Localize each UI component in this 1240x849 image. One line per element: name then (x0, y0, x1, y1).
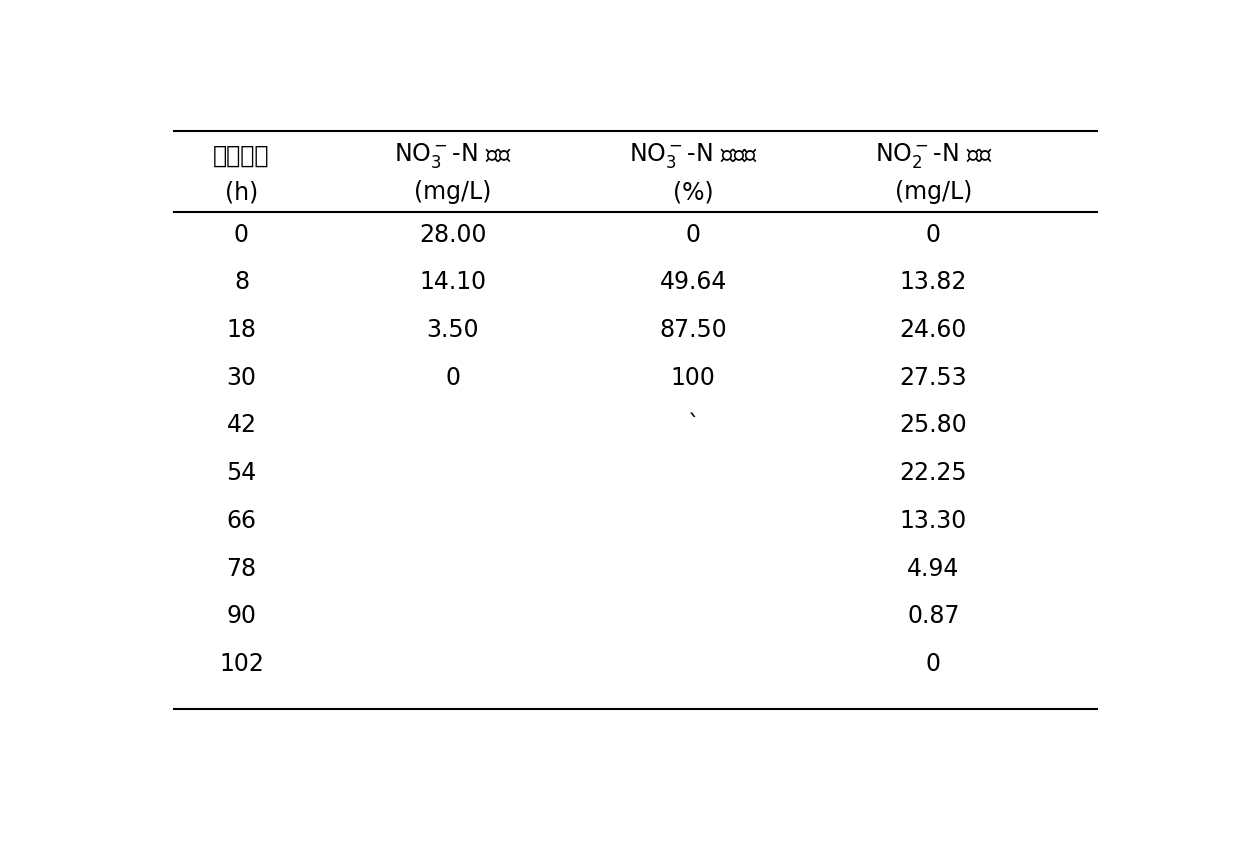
Text: NO$_3^-$-N 去除率: NO$_3^-$-N 去除率 (629, 141, 758, 170)
Text: 102: 102 (219, 652, 264, 676)
Text: 培养时间: 培养时间 (213, 143, 270, 167)
Text: 13.30: 13.30 (900, 509, 967, 533)
Text: 100: 100 (671, 366, 715, 390)
Text: 14.10: 14.10 (419, 270, 486, 295)
Text: 42: 42 (227, 413, 257, 437)
Text: 4.94: 4.94 (908, 557, 960, 581)
Text: 54: 54 (227, 461, 257, 485)
Text: 3.50: 3.50 (427, 318, 479, 342)
Text: 30: 30 (227, 366, 257, 390)
Text: 49.64: 49.64 (660, 270, 727, 295)
Text: 24.60: 24.60 (900, 318, 967, 342)
Text: 0.87: 0.87 (908, 604, 960, 628)
Text: 22.25: 22.25 (899, 461, 967, 485)
Text: 13.82: 13.82 (900, 270, 967, 295)
Text: 87.50: 87.50 (660, 318, 727, 342)
Text: (mg/L): (mg/L) (414, 180, 491, 204)
Text: (%): (%) (673, 180, 713, 204)
Text: 0: 0 (686, 222, 701, 246)
Text: 27.53: 27.53 (899, 366, 967, 390)
Text: NO$_3^-$-N 浓度: NO$_3^-$-N 浓度 (394, 141, 512, 170)
Text: (mg/L): (mg/L) (895, 180, 972, 204)
Text: `: ` (687, 413, 699, 437)
Text: 25.80: 25.80 (899, 413, 967, 437)
Text: 8: 8 (234, 270, 249, 295)
Text: 0: 0 (234, 222, 249, 246)
Text: 28.00: 28.00 (419, 222, 486, 246)
Text: (h): (h) (224, 180, 258, 204)
Text: 18: 18 (227, 318, 257, 342)
Text: 0: 0 (926, 222, 941, 246)
Text: 66: 66 (227, 509, 257, 533)
Text: 0: 0 (926, 652, 941, 676)
Text: 90: 90 (227, 604, 257, 628)
Text: 0: 0 (445, 366, 460, 390)
Text: 78: 78 (227, 557, 257, 581)
Text: NO$_2^-$-N 浓度: NO$_2^-$-N 浓度 (874, 141, 992, 170)
